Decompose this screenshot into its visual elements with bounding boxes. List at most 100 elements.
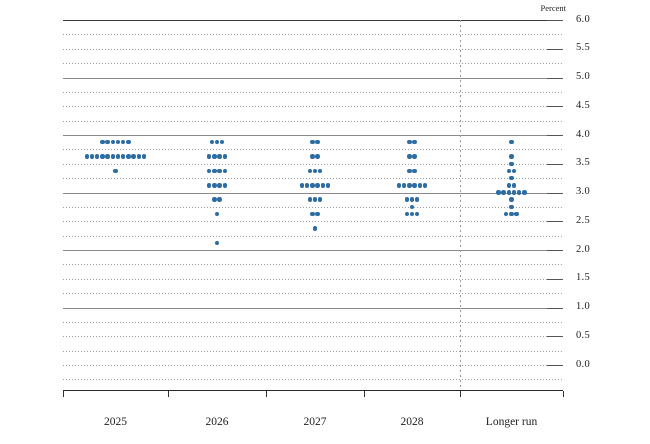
projection-dot xyxy=(409,197,415,202)
projection-dot xyxy=(509,197,514,202)
projection-dot xyxy=(100,154,105,159)
y-axis-unit-label: Percent xyxy=(540,3,567,13)
y-axis-label-5.5: 5.5 xyxy=(576,42,591,54)
dot-row-longer-run-2.75 xyxy=(509,204,514,210)
projection-dot xyxy=(317,197,323,202)
dot-row-2028-3.625 xyxy=(407,154,417,159)
gridline-3.5 xyxy=(63,163,563,165)
projection-dot xyxy=(401,183,407,188)
y-axis-label-2.0: 2.0 xyxy=(576,243,591,255)
projection-dot xyxy=(89,154,95,159)
projection-dot xyxy=(121,154,126,159)
projection-dot xyxy=(517,190,522,195)
projection-dot xyxy=(212,154,217,159)
projection-dot xyxy=(214,211,220,217)
gridline--0.25 xyxy=(63,379,563,381)
projection-dot xyxy=(509,204,514,210)
projection-dot xyxy=(509,175,514,181)
projection-dot xyxy=(222,168,227,174)
projection-dot xyxy=(514,211,519,217)
projection-dot xyxy=(396,183,402,188)
gridline-4 xyxy=(63,135,563,136)
dot-row-2027-3.625 xyxy=(310,154,320,159)
projection-dot xyxy=(412,154,417,159)
gridline-5.5 xyxy=(63,48,563,50)
dot-row-2026-3.875 xyxy=(209,139,225,145)
y-axis-label-4.5: 4.5 xyxy=(576,99,591,111)
projection-dot xyxy=(312,226,318,231)
projection-dot xyxy=(217,154,222,159)
projection-dot xyxy=(404,197,409,202)
dot-row-2027-2.625 xyxy=(310,211,320,217)
projection-dot xyxy=(404,211,409,217)
y-tick-2.5 xyxy=(547,221,563,223)
dot-row-2026-3.125 xyxy=(207,183,227,188)
dot-row-2026-3.375 xyxy=(207,168,227,174)
x-axis-tick-0 xyxy=(63,391,64,397)
dot-row-2026-2.625 xyxy=(214,211,220,217)
projection-dot xyxy=(412,139,417,145)
projection-dot xyxy=(315,183,320,188)
gridline-4.75 xyxy=(63,91,563,93)
dot-row-longer-run-3.875 xyxy=(509,139,514,145)
projection-dot xyxy=(409,204,415,210)
x-axis-tick-4 xyxy=(460,391,461,397)
projection-dot xyxy=(315,139,320,145)
y-tick-6.0 xyxy=(547,20,563,21)
projection-dot xyxy=(506,168,512,174)
projection-dot xyxy=(100,139,105,145)
projection-dot xyxy=(422,183,428,188)
projection-dot xyxy=(317,168,323,174)
gridline-6 xyxy=(63,20,563,21)
projection-dot xyxy=(504,211,509,217)
gridline-3.75 xyxy=(63,149,563,151)
x-axis-line xyxy=(63,390,563,392)
projection-dot xyxy=(496,190,501,195)
x-axis-tick-5 xyxy=(563,391,564,397)
projection-dot xyxy=(307,168,312,174)
projection-dot xyxy=(325,183,331,188)
projection-dot xyxy=(315,154,320,159)
dot-row-longer-run-3.125 xyxy=(506,183,517,188)
gridline-3 xyxy=(63,192,563,194)
projection-dot xyxy=(320,183,325,188)
dot-row-longer-run-2.625 xyxy=(504,211,519,217)
projection-dot xyxy=(105,154,110,159)
gridline-0.5 xyxy=(63,336,563,338)
projection-dot xyxy=(310,139,315,145)
longer-run-separator xyxy=(460,20,461,390)
dot-row-longer-run-3.25 xyxy=(509,175,514,181)
y-axis-label-1.5: 1.5 xyxy=(576,272,591,284)
dot-row-longer-run-3.625 xyxy=(509,154,514,159)
projection-dot xyxy=(412,183,417,188)
projection-dot xyxy=(310,183,315,188)
y-tick-1.5 xyxy=(547,278,563,280)
projection-dot xyxy=(115,154,121,159)
dot-row-longer-run-3.375 xyxy=(506,168,517,174)
projection-dot xyxy=(506,190,512,195)
gridline-3.25 xyxy=(63,178,563,180)
projection-dot xyxy=(131,154,136,159)
dot-row-2026-2.875 xyxy=(212,197,222,202)
gridline-5.75 xyxy=(63,34,563,36)
projection-dot xyxy=(414,211,420,217)
x-axis-label-2025: 2025 xyxy=(104,416,127,428)
projection-dot xyxy=(509,154,514,159)
dot-row-longer-run-3.5 xyxy=(509,161,514,166)
dot-row-2028-3.125 xyxy=(396,183,428,188)
y-tick-3.0 xyxy=(547,192,563,194)
y-tick-0.0 xyxy=(547,365,563,366)
dot-row-2027-2.375 xyxy=(312,226,318,231)
projection-dot xyxy=(222,154,227,159)
projection-dot xyxy=(214,240,220,245)
x-axis-label-2028: 2028 xyxy=(400,416,424,428)
x-axis-tick-1 xyxy=(168,391,169,397)
projection-dot xyxy=(407,139,412,145)
y-tick-0.5 xyxy=(547,336,563,338)
x-axis-tick-3 xyxy=(364,391,365,397)
projection-dot xyxy=(110,154,116,159)
gridline-1.75 xyxy=(63,264,563,266)
projection-dot xyxy=(310,154,315,159)
dot-row-2027-3.375 xyxy=(307,168,323,174)
projection-dot xyxy=(511,190,517,195)
